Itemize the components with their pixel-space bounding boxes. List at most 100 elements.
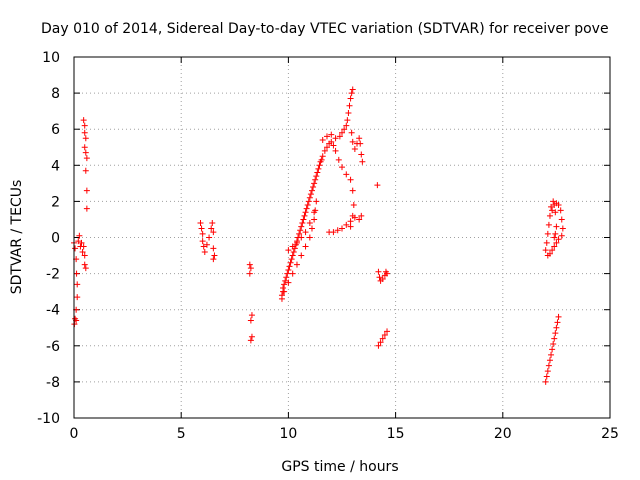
data-point [350, 202, 357, 209]
data-point [552, 209, 559, 216]
data-point [551, 234, 558, 241]
data-point [308, 187, 315, 194]
data-point [552, 330, 559, 337]
y-tick-label: 8 [51, 86, 60, 102]
data-point [356, 135, 363, 142]
data-point [310, 183, 317, 190]
data-point [206, 234, 213, 241]
data-point [286, 263, 293, 270]
data-point [550, 198, 557, 205]
data-point [384, 270, 391, 277]
data-point [313, 173, 320, 180]
data-point [549, 207, 556, 214]
data-point [343, 221, 350, 228]
data-point [553, 239, 560, 246]
data-point [248, 333, 255, 340]
y-tick-label: 10 [42, 50, 60, 66]
data-point [201, 248, 208, 255]
data-point [79, 248, 86, 255]
data-point [558, 232, 565, 239]
data-point [76, 232, 83, 239]
data-point [302, 243, 309, 250]
data-point [281, 288, 288, 295]
data-point [379, 335, 386, 342]
data-point [82, 265, 89, 272]
x-tick-label: 10 [279, 426, 297, 442]
x-tick-label: 0 [70, 426, 79, 442]
data-point [308, 225, 315, 232]
data-point [328, 131, 335, 138]
x-tick-label: 25 [601, 426, 619, 442]
data-point [542, 247, 549, 254]
data-point [298, 234, 305, 241]
y-axis-label: SDTVAR / TECUs [9, 180, 25, 295]
data-point [349, 187, 356, 194]
data-point [315, 165, 322, 172]
y-tick-label: 0 [51, 231, 60, 247]
segment-pass-l [542, 313, 562, 385]
data-point [343, 122, 350, 129]
y-tick-label: -4 [46, 303, 60, 319]
data-point [358, 151, 365, 158]
data-point [555, 236, 562, 243]
data-point [281, 281, 288, 288]
data-point [313, 198, 320, 205]
data-point [78, 239, 85, 246]
data-point [558, 216, 565, 223]
segment-pass-j [375, 268, 391, 349]
segment-pass-b [80, 117, 90, 272]
data-point [81, 252, 88, 259]
data-point [210, 229, 217, 236]
data-point [344, 117, 351, 124]
data-point [311, 180, 318, 187]
data-point [312, 176, 319, 183]
data-point [302, 209, 309, 216]
data-point [83, 205, 90, 212]
data-point [290, 248, 297, 255]
data-series [71, 86, 566, 385]
data-point [211, 252, 218, 259]
data-point [552, 230, 559, 237]
data-point [376, 274, 383, 281]
data-point [318, 156, 325, 163]
data-point [555, 202, 562, 209]
data-point [321, 147, 328, 154]
data-point [330, 142, 337, 149]
data-point [83, 187, 90, 194]
data-point [381, 331, 388, 338]
data-point [83, 155, 90, 162]
data-point [548, 203, 555, 210]
data-point [334, 227, 341, 234]
data-point [549, 346, 556, 353]
data-point [280, 285, 287, 292]
data-point [319, 153, 326, 160]
data-point [289, 252, 296, 259]
data-point [357, 140, 364, 147]
data-point [305, 198, 312, 205]
data-point [74, 294, 81, 301]
x-tick-label: 15 [387, 426, 405, 442]
y-tick-label: 2 [51, 194, 60, 210]
x-axis-label: GPS time / hours [281, 459, 398, 475]
data-point [351, 146, 358, 153]
data-point [336, 133, 343, 140]
data-point [311, 216, 318, 223]
data-point [359, 158, 366, 165]
data-point [349, 138, 356, 145]
data-point [319, 137, 326, 144]
data-point [328, 138, 335, 145]
data-point [341, 126, 348, 133]
segment-pass-e [278, 138, 357, 302]
data-point [348, 129, 355, 136]
chart-title: Day 010 of 2014, Sidereal Day-to-day VTE… [41, 21, 609, 37]
data-point [81, 129, 88, 136]
data-point [332, 147, 339, 154]
data-point [248, 312, 255, 319]
segment-pass-c [197, 220, 218, 263]
segment-pass-a [71, 232, 86, 328]
data-point [332, 135, 339, 142]
y-tick-label: 4 [51, 158, 60, 174]
data-point [543, 373, 550, 380]
data-point [544, 252, 551, 259]
